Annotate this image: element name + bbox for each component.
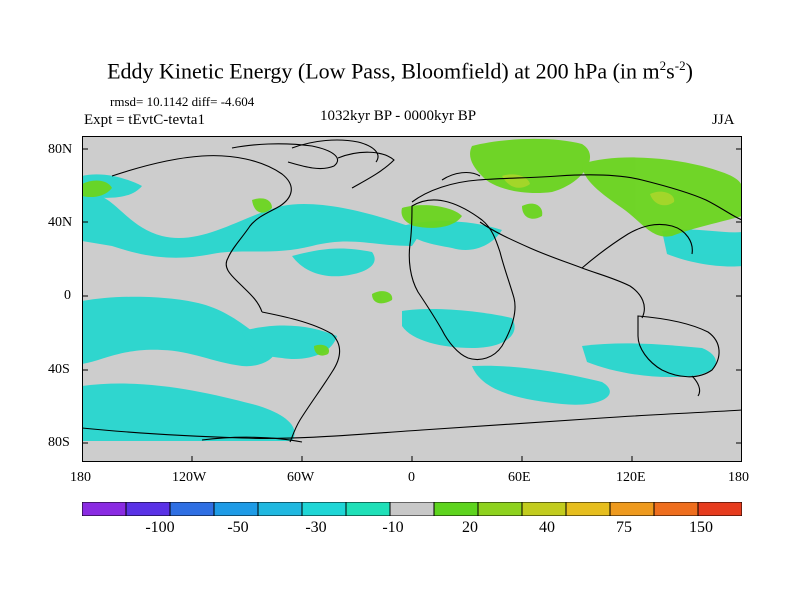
colorbar-cell [82, 502, 127, 516]
colorbar-label-neg10: -10 [382, 519, 404, 536]
colorbar-cell [477, 502, 523, 516]
colorbar-cell [125, 502, 171, 516]
colorbar-label-40: 40 [539, 519, 555, 536]
coastlines [82, 139, 742, 443]
chart-title: Eddy Kinetic Energy (Low Pass, Bloomfiel… [107, 58, 693, 84]
lat-ticks [82, 148, 742, 444]
colorbar-cell [213, 502, 259, 516]
period-label: 1032kyr BP - 0000kyr BP [320, 108, 477, 124]
colorbar-cell [257, 502, 303, 516]
colorbar-label-neg100: -100 [145, 519, 175, 536]
experiment-label: Expt = tEvtC-tevta1 [84, 112, 205, 128]
colorbar-cell [301, 502, 347, 516]
colorbar-cell [521, 502, 567, 516]
season-label: JJA [712, 112, 735, 128]
lat-label-80s: 80S [48, 435, 70, 450]
colorbar-cell [169, 502, 215, 516]
lon-ticks [191, 456, 633, 462]
lon-label-120e: 120E [616, 470, 646, 485]
colorbar-cell [389, 502, 435, 516]
lon-label-0: 0 [408, 470, 415, 485]
colorbar-label-75: 75 [616, 519, 632, 536]
lon-label-120w: 120W [172, 470, 207, 485]
lon-label-180w: 180 [70, 470, 91, 485]
colorbar [82, 502, 742, 516]
colorbar-cell [697, 502, 742, 516]
lat-label-40n: 40N [48, 215, 73, 230]
colorbar-cell [609, 502, 655, 516]
stats-text: rmsd= 10.1142 diff= -4.604 [110, 94, 255, 109]
lat-label-80n: 80N [48, 142, 73, 157]
colorbar-cell [433, 502, 479, 516]
colorbar-label-neg50: -50 [227, 519, 249, 536]
colorbar-cell [565, 502, 611, 516]
colorbar-label-150: 150 [689, 519, 713, 536]
colorbar-label-neg30: -30 [305, 519, 327, 536]
lon-label-60e: 60E [508, 470, 531, 485]
colorbar-label-20: 20 [462, 519, 478, 536]
lat-label-0: 0 [64, 288, 71, 303]
lat-label-40s: 40S [48, 362, 70, 377]
lon-label-180e: 180 [728, 470, 749, 485]
colorbar-cell [345, 502, 391, 516]
colorbar-cell [653, 502, 699, 516]
lon-label-60w: 60W [287, 470, 315, 485]
map-panel [82, 136, 742, 462]
